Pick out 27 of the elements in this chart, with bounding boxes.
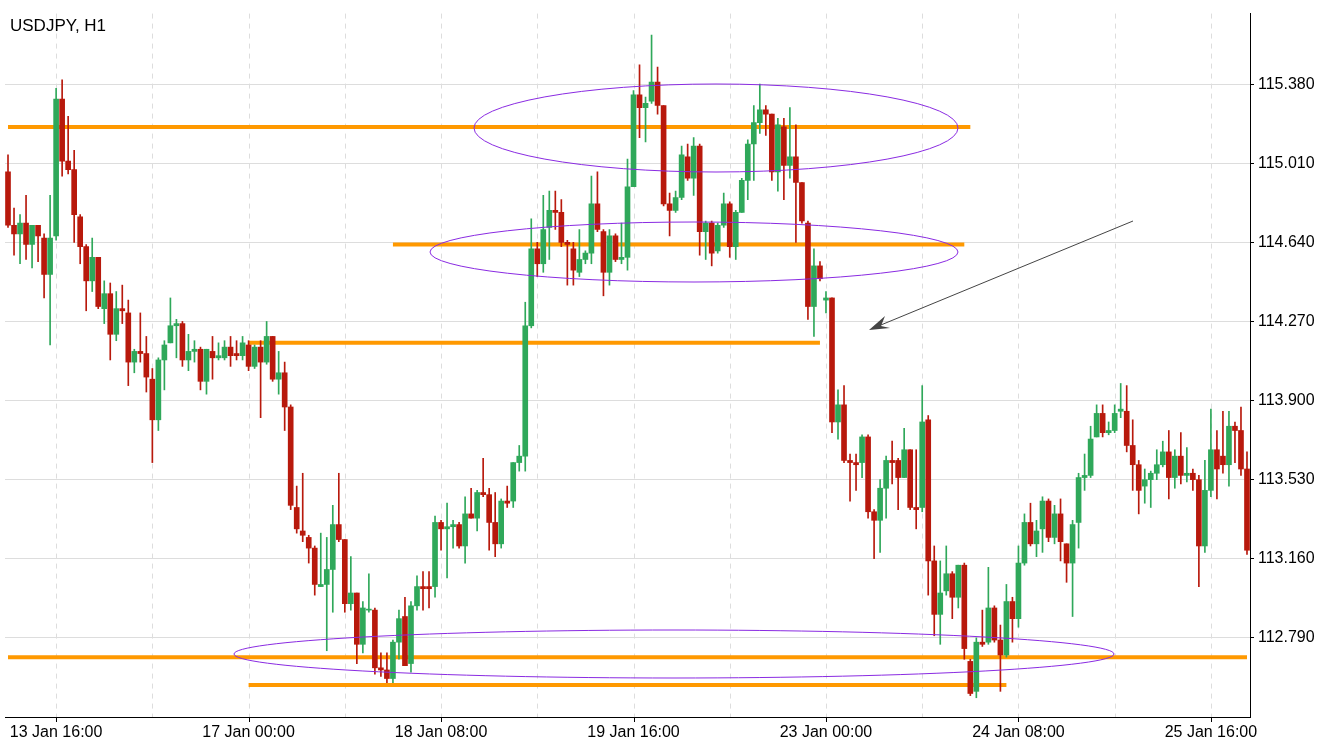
candlestick	[17, 214, 23, 265]
y-tick-label: 114.270	[1258, 311, 1315, 329]
candlestick	[1184, 447, 1190, 483]
candlestick	[438, 519, 444, 551]
candlestick	[119, 284, 126, 324]
y-tick-label: 115.010	[1258, 153, 1315, 171]
x-tick-label: 18 Jan 08:00	[394, 723, 488, 741]
candlestick	[787, 107, 793, 179]
candlestick	[1117, 383, 1124, 419]
x-tick-label: 25 Jan 16:00	[1164, 723, 1258, 741]
y-tick-label: 113.530	[1258, 470, 1315, 488]
x-tick-label: 19 Jan 16:00	[587, 723, 680, 741]
chart-title: USDJPY, H1	[10, 15, 107, 35]
x-tick-label: 23 Jan 00:00	[779, 723, 873, 741]
x-tick-label: 17 Jan 00:00	[202, 723, 295, 741]
y-tick-label: 113.160	[1258, 549, 1315, 567]
candlestick	[504, 485, 511, 508]
candlestick	[299, 472, 306, 543]
y-tick-label: 114.640	[1258, 232, 1315, 250]
x-tick-label: 24 Jan 08:00	[972, 723, 1065, 741]
candlestick	[47, 195, 53, 346]
x-tick-label: 13 Jan 16:00	[9, 723, 103, 741]
y-tick-label: 113.900	[1258, 390, 1315, 408]
y-tick-label: 112.790	[1258, 628, 1315, 646]
candlestick	[348, 556, 354, 611]
y-tick-label: 115.380	[1258, 74, 1315, 92]
candlestick	[763, 105, 769, 136]
